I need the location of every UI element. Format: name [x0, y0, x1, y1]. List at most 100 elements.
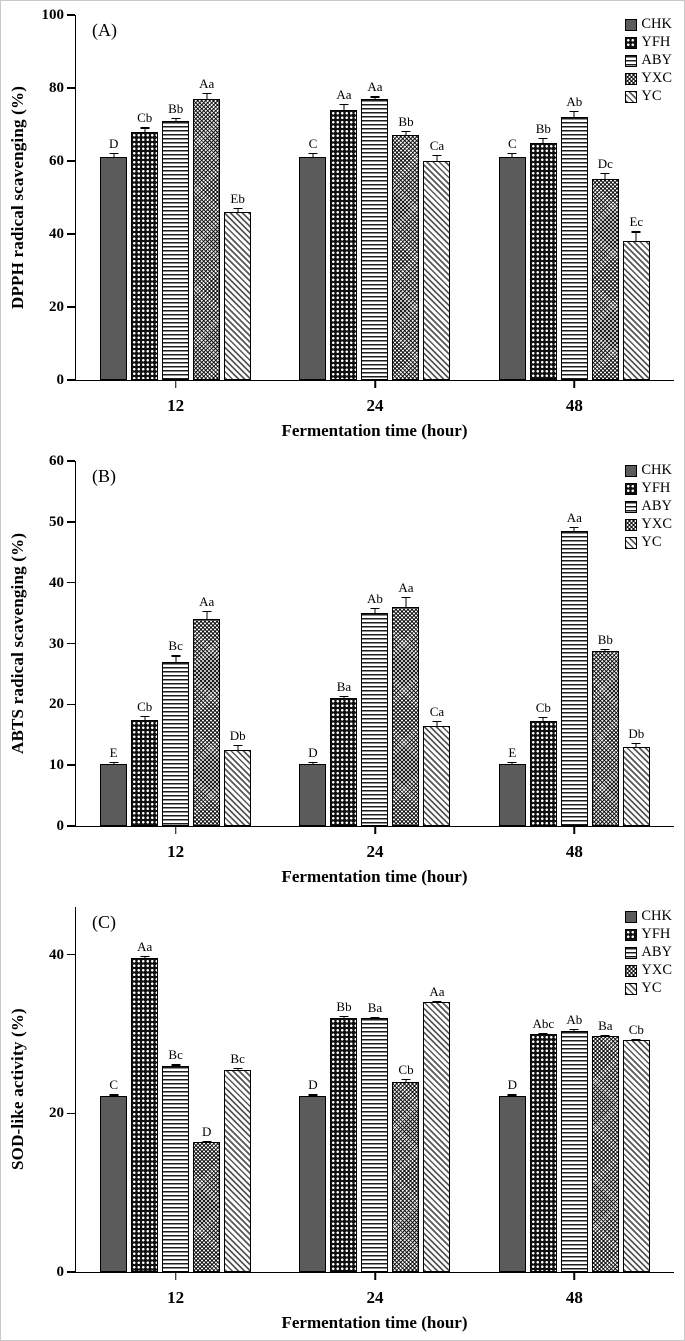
bar-letter-label: Aa	[336, 86, 352, 102]
y-tick-mark	[67, 581, 75, 584]
x-axis-title: Fermentation time (hour)	[281, 1313, 468, 1332]
error-bar	[600, 172, 610, 181]
y-axis-title: DPPH radical scavenging (%)	[8, 85, 27, 309]
bar-letter-label: D	[507, 1077, 518, 1093]
bar-aby: Ab	[560, 1012, 588, 1272]
plot-area: 0 20 40 C Aa Bc D Bc D Bb Ba Cb Aa D Abc Ab Ba Cb 12 24 48 CH…	[49, 907, 674, 1307]
legend-item-aby: ABY	[625, 499, 672, 514]
bar-letter-label: Cb	[398, 1061, 414, 1077]
chart-panel-c: SOD-like activity (%) 0 20 40 C Aa Bc D Bc D Bb Ba…	[1, 893, 684, 1339]
bar-letter-label: Bc	[230, 1051, 245, 1067]
y-tick-label: 50	[49, 513, 64, 530]
y-tick-label: 40	[49, 946, 64, 963]
bar-yc: Eb	[224, 191, 252, 380]
bar-letter-label: Aa	[398, 580, 414, 596]
x-tick-mark	[573, 1273, 576, 1280]
error-bar	[538, 716, 548, 722]
bar-letter-label: Ca	[429, 137, 445, 153]
error-bar	[109, 1094, 119, 1098]
bar-letter-label: Aa	[367, 79, 383, 95]
bar-letter-label: D	[201, 1123, 212, 1139]
bar-letter-label: C	[308, 135, 318, 151]
error-bar	[401, 1078, 411, 1083]
y-tick-mark	[67, 460, 75, 462]
error-bar	[600, 648, 610, 652]
bar-group: E Cb Bc Aa Db	[100, 595, 252, 826]
bar-yfh: Cb	[529, 700, 557, 826]
error-bar	[202, 611, 212, 621]
bar-letter-label: Bb	[398, 113, 414, 129]
error-bar	[370, 1016, 380, 1020]
legend-item-aby: ABY	[625, 945, 672, 960]
bar-group: C Aa Bc D Bc	[100, 939, 252, 1272]
bar-aby: Ba	[361, 1000, 389, 1272]
error-bar	[233, 207, 243, 214]
bar-yfh: Aa	[131, 939, 159, 1272]
bar-yc: Ca	[423, 138, 451, 380]
error-bar	[631, 743, 641, 748]
error-bar	[339, 696, 349, 700]
bar-yxc: Cb	[392, 1062, 420, 1272]
error-bar	[401, 597, 411, 608]
y-tick-mark	[67, 87, 75, 89]
error-bar	[233, 1068, 243, 1072]
error-bar	[631, 1038, 641, 1042]
bar-aby: Bc	[162, 1048, 190, 1272]
error-bar	[308, 761, 318, 765]
bar-group: C Bb Ab Dc Ec	[498, 94, 650, 380]
plot-area: 0 20 40 60 80 100 D Cb Bb Aa Eb C Aa Aa Bb Ca C Bb Ab Dc Ec 1…	[42, 7, 674, 415]
legend-item-chk: CHK	[625, 17, 672, 32]
legend-item-yfh: YFH	[625, 35, 672, 50]
bar-yc: Cb	[622, 1022, 650, 1272]
bar-yfh: Bb	[529, 122, 557, 380]
bar-letter-label: Ba	[367, 999, 383, 1015]
y-tick-mark	[67, 306, 75, 308]
bar-letter-label: Bb	[336, 998, 352, 1014]
chart-panel-b: ABTS radical scavenging (%) 0 10 20 30 40 50 6…	[1, 447, 684, 893]
error-bar	[432, 1000, 442, 1004]
bar-letter-label: D	[108, 135, 119, 151]
bar-chk: E	[498, 745, 526, 826]
legend-item-aby: ABY	[625, 53, 672, 68]
y-axis-title: SOD-like activity (%)	[8, 1008, 27, 1170]
y-tick-mark	[67, 233, 75, 235]
bar-groups: D Cb Bb Aa Eb C Aa Aa Bb Ca C Bb Ab Dc Ec	[76, 15, 674, 380]
bar-aby: Ab	[560, 94, 588, 380]
bar-yc: Db	[224, 728, 252, 826]
bar-letter-label: E	[109, 744, 118, 760]
error-bar	[171, 118, 181, 122]
legend-label: YC	[641, 88, 662, 104]
bar-yfh: Ba	[330, 680, 358, 826]
y-tick-mark	[67, 379, 75, 381]
bar-letter-label: Dc	[597, 155, 613, 171]
legend-label: YXC	[641, 70, 672, 86]
error-bar	[538, 1032, 548, 1036]
error-bar	[507, 152, 517, 159]
bar-letter-label: Bb	[168, 101, 184, 117]
x-tick-label: 12	[167, 396, 185, 415]
legend-label: YC	[641, 980, 662, 996]
bar-letter-label: Cb	[628, 1021, 644, 1037]
bar-letter-label: Cb	[535, 699, 551, 715]
bar-yxc: Bb	[591, 632, 619, 826]
x-tick-label: 48	[565, 842, 583, 861]
x-tick-mark	[374, 1273, 376, 1280]
chk-swatch-icon	[625, 18, 638, 31]
x-tick-label: 48	[565, 1288, 583, 1307]
aby-swatch-icon	[625, 54, 638, 67]
legend-label: ABY	[641, 944, 672, 960]
legend-item-yxc: YXC	[625, 517, 672, 532]
error-bar	[109, 761, 119, 765]
bar-letter-label: Aa	[566, 510, 582, 526]
error-bar	[339, 1015, 349, 1020]
y-tick-label: 0	[56, 372, 65, 388]
bar-letter-label: Ba	[336, 679, 352, 695]
legend-label: YC	[641, 534, 662, 550]
x-axis-title: Fermentation time (hour)	[281, 867, 468, 886]
legend-item-chk: CHK	[625, 463, 672, 478]
legend-label: CHK	[641, 462, 672, 478]
bar-letter-label: Ba	[598, 1017, 613, 1033]
bar-aby: Bb	[162, 102, 190, 380]
bar-letter-label: E	[508, 744, 517, 760]
